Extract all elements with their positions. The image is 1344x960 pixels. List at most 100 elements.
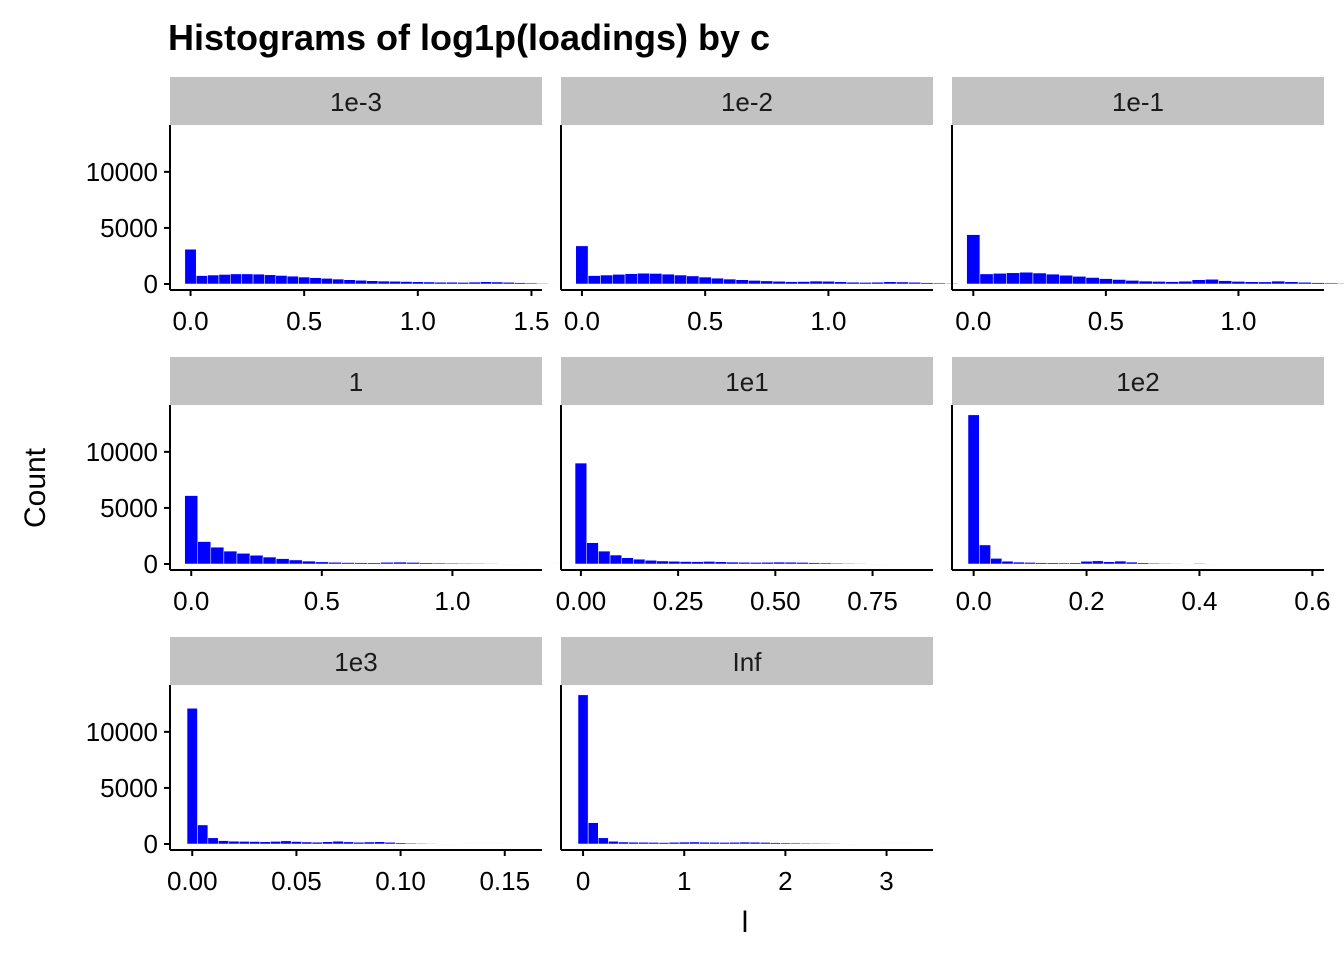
histogram-bar [608,841,619,845]
histogram-bar [586,542,599,565]
histogram-bar [264,274,277,285]
x-tick-label: 1 [677,866,691,896]
histogram-bar [275,275,288,285]
histogram-bar [1193,563,1206,565]
histogram-bar [537,563,551,565]
histogram-bar [979,273,994,285]
x-tick-label: 0.0 [173,586,209,616]
facet-panel: 1e-1 0.0 0.5 1.0 [951,77,1344,336]
histogram-bar [1072,276,1087,285]
histogram-bar [689,841,700,845]
histogram-bar [598,550,611,565]
histogram-bar [1112,279,1127,285]
histogram-bar [374,841,386,845]
histogram-bar [1165,281,1180,285]
histogram-bar [1271,280,1286,285]
histogram-bar [691,561,704,565]
histogram-bar [458,562,473,565]
histogram-bar [406,562,421,565]
x-tick-label: 1.5 [513,306,549,336]
histogram-bar [400,281,413,285]
histogram-bar [1125,561,1138,565]
histogram-bar [840,843,852,845]
facet-strip [952,77,1324,125]
histogram-bar [249,841,261,845]
histogram-bar [550,563,564,565]
histogram-bar [723,278,737,285]
histogram-bar [992,273,1007,285]
chart-title: Histograms of log1p(loadings) by c [168,17,770,58]
histogram-bar [1159,563,1172,565]
histogram-bar [432,562,447,565]
histogram-bar [252,273,265,285]
histogram-bar [822,281,835,285]
y-tick-label: 10000 [86,437,158,467]
histogram-bar [309,277,322,285]
histogram-bar [990,558,1003,565]
histogram-bar [1114,560,1127,565]
histogram-bar [621,557,634,565]
histogram-bar [384,842,396,845]
histogram-bar [871,281,885,285]
y-tick-label: 5000 [100,773,158,803]
histogram-bar [249,555,264,565]
histogram-bar [478,843,490,845]
histogram-bar [207,274,220,285]
histogram-bar [891,843,902,845]
facet-strip [561,357,933,405]
histogram-bar [288,559,303,565]
histogram-bar [419,562,434,565]
histogram-bar [830,843,842,845]
histogram-bar [575,245,589,285]
histogram-bar [484,563,499,565]
histogram-bar [1045,273,1060,285]
histogram-bar [1324,282,1339,285]
histogram-bar [760,280,774,285]
histogram-bar [1125,280,1140,285]
histogram-bar [1103,561,1116,565]
histogram-bar [1244,281,1259,285]
histogram-bar [889,563,902,565]
histogram-bar [322,841,334,845]
histogram-bar [301,841,313,845]
facet-strip-label: 1e1 [725,367,768,397]
histogram-bar [785,281,798,285]
facet-strip-label: 1e-3 [330,87,382,117]
histogram-bar [457,843,469,845]
histogram-bar [223,550,238,565]
histogram-bar [197,824,209,845]
y-tick-label: 0 [144,829,158,859]
x-tick-label: 0.0 [172,306,208,336]
histogram-bar [624,273,638,285]
x-tick-label: 0.00 [167,866,218,896]
histogram-bar [502,282,515,285]
histogram-bar [320,278,333,285]
histogram-bar [674,274,687,285]
histogram-bar [332,840,344,845]
histogram-bar [648,842,660,845]
histogram-bar [638,842,650,845]
histogram-bar [698,276,712,285]
x-tick-label: 1.0 [434,586,470,616]
histogram-bar [1311,282,1325,285]
x-tick-label: 0.15 [479,866,530,896]
histogram-bar [1204,563,1217,565]
histogram-bar [1001,560,1014,565]
histogram-bar [772,281,786,285]
x-tick-label: 2 [778,866,792,896]
histogram-bar [784,561,797,565]
histogram-bar [678,841,690,845]
histogram-bar [197,541,212,565]
histogram-bar [471,563,486,565]
histogram-bar [488,843,500,845]
histogram-bar [238,841,250,845]
histogram-bar [759,842,771,845]
x-tick-label: 0.5 [687,306,723,336]
x-tick-label: 0.2 [1068,586,1104,616]
histogram-bar [878,563,891,565]
histogram-bar [1258,281,1272,285]
histogram-bar [749,562,762,565]
x-tick-label: 0.25 [653,586,704,616]
histogram-bar [207,837,219,845]
histogram-bar [618,841,629,845]
